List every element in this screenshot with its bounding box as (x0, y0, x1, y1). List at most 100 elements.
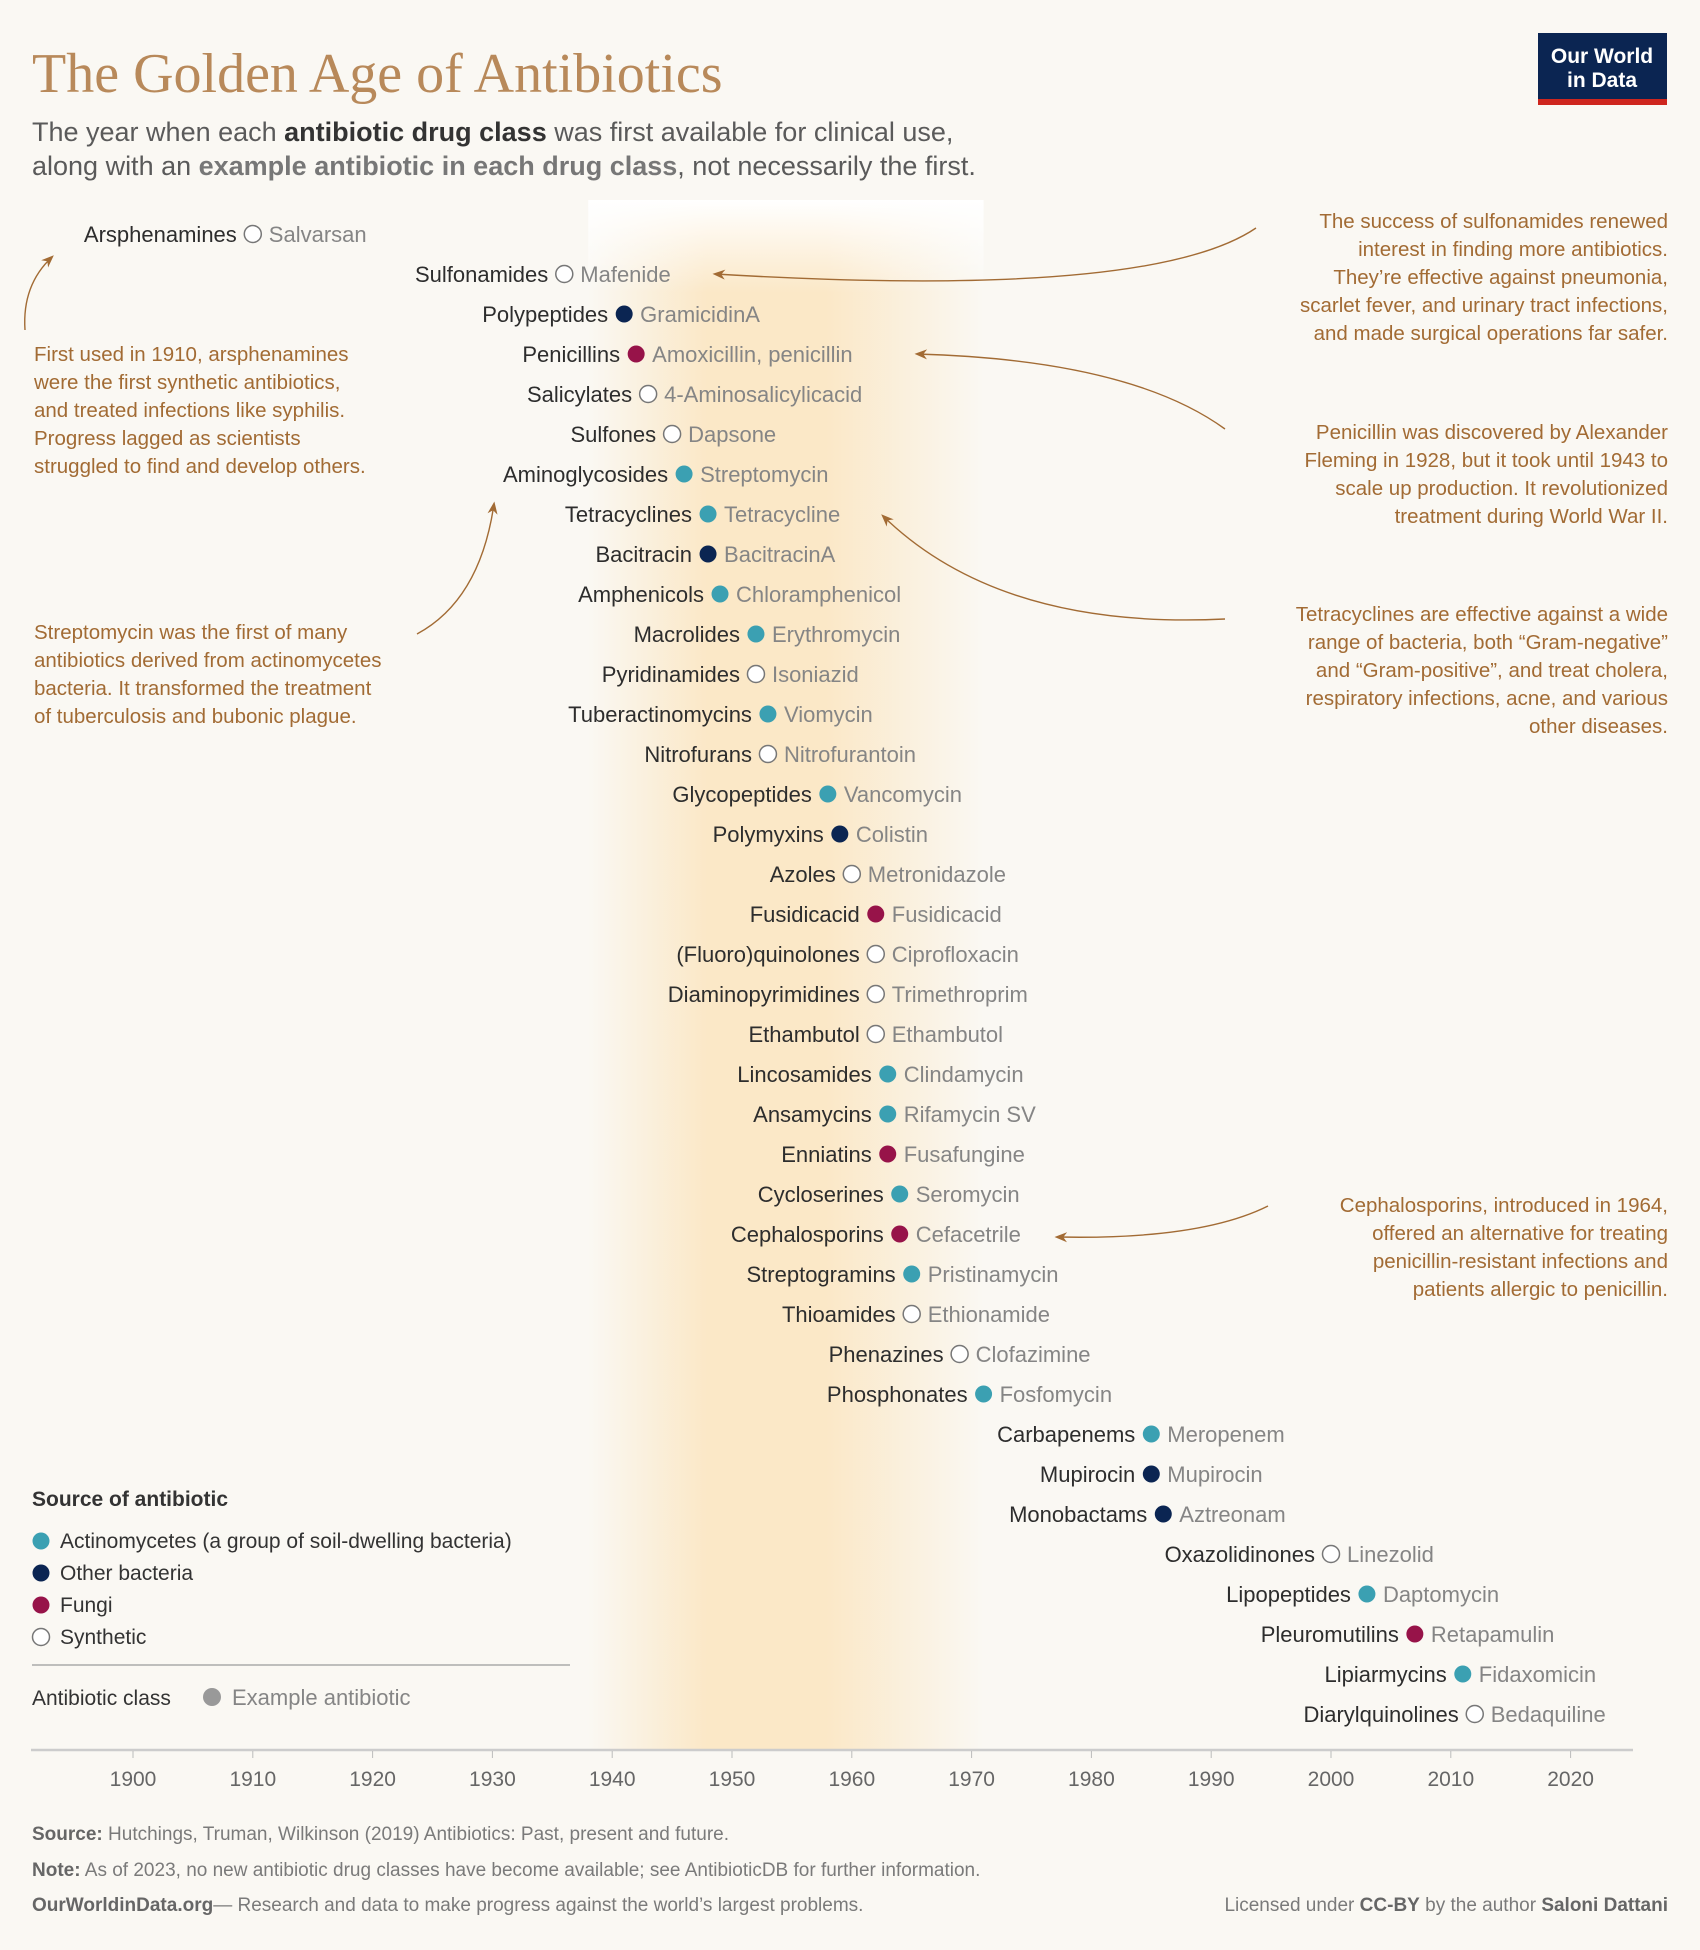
class-label: Pleuromutilins (1261, 1622, 1399, 1647)
class-label: Phosphonates (827, 1382, 968, 1407)
class-label: Polypeptides (482, 302, 608, 327)
data-point-row: Thioamides Ethionamide (782, 1302, 1050, 1327)
data-point-row: Fusidicacid Fusidicacid (750, 902, 1002, 927)
legend-label: Actinomycetes (a group of soil-dwelling … (60, 1530, 512, 1553)
legend-key-example: Example antibiotic (232, 1685, 411, 1710)
annotation-arrow (712, 227, 1257, 282)
example-label: Ciprofloxacin (892, 942, 1019, 967)
data-point-dot (746, 664, 766, 684)
example-label: Mafenide (580, 262, 671, 287)
annotation-text-line: of tuberculosis and bubonic plague. (34, 705, 357, 728)
annotation-text-line: bacteria. It transformed the treatment (34, 677, 372, 700)
class-label: Diaminopyrimidines (668, 982, 860, 1007)
data-point-dot (699, 505, 717, 523)
legend-item-fungi: Fungi (32, 1594, 113, 1617)
data-point-dot (866, 984, 886, 1004)
annotation-text-line: First used in 1910, arsphenamines (34, 343, 349, 366)
data-point-row: Sulfones Dapsone (570, 422, 776, 447)
class-label: Pyridinamides (602, 662, 740, 687)
annotation-arrow (1054, 1205, 1269, 1243)
data-point-dot (975, 1385, 993, 1403)
annotation-text-line: were the first synthetic antibiotics, (33, 371, 341, 394)
class-label: Mupirocin (1040, 1462, 1135, 1487)
annotation-text-line: range of bacteria, both “Gram-negative” (1308, 631, 1668, 654)
annotation-text-line: and made surgical operations far safer. (1314, 322, 1668, 345)
data-point-row: Lipiarmycins Fidaxomicin (1325, 1662, 1597, 1687)
example-label: Viomycin (784, 702, 873, 727)
data-point-dot (759, 705, 777, 723)
example-label: Trimethroprim (892, 982, 1028, 1007)
example-label: Clindamycin (904, 1062, 1024, 1087)
data-point-dot (879, 1105, 897, 1123)
annotation-tetracyclines: Tetracyclines are effective against a wi… (881, 514, 1668, 738)
data-point-dot (615, 305, 633, 323)
class-label: Fusidicacid (750, 902, 860, 927)
example-label: Ethambutol (892, 1022, 1003, 1047)
annotation-cephalosporins: Cephalosporins, introduced in 1964, offer… (1054, 1194, 1668, 1301)
class-label: Arsphenamines (84, 222, 237, 247)
x-tick-label: 2000 (1308, 1768, 1355, 1791)
data-point-row: Bacitracin BacitracinA (595, 542, 835, 567)
data-point-row: Monobactams Aztreonam (1009, 1502, 1286, 1527)
x-tick-label: 1990 (1188, 1768, 1235, 1791)
class-label: Ansamycins (753, 1102, 872, 1127)
example-label: Tetracycline (724, 502, 840, 527)
x-tick-label: 1940 (589, 1768, 636, 1791)
data-point-row: Streptogramins Pristinamycin (747, 1262, 1059, 1287)
class-label: Amphenicols (578, 582, 704, 607)
data-point-row: Nitrofurans Nitrofurantoin (644, 742, 916, 767)
data-point-row: Phosphonates Fosfomycin (827, 1382, 1112, 1407)
class-label: Tuberactinomycins (568, 702, 752, 727)
class-label: Thioamides (782, 1302, 896, 1327)
example-label: Vancomycin (844, 782, 962, 807)
data-point-dot (243, 224, 263, 244)
data-point-dot (758, 744, 778, 764)
data-point-dot (902, 1304, 921, 1324)
footer-note: Note: As of 2023, no new antibiotic drug… (32, 1860, 980, 1881)
example-label: BacitracinA (724, 542, 836, 567)
data-point-dot (866, 944, 886, 964)
annotation-text-line: The success of sulfonamides renewed (1319, 210, 1668, 233)
data-point-row: Enniatins Fusafungine (781, 1142, 1025, 1167)
example-label: Retapamulin (1431, 1622, 1555, 1647)
example-label: GramicidinA (640, 302, 760, 327)
legend-key-class: Antibiotic class (32, 1687, 171, 1710)
example-label: Meropenem (1167, 1422, 1284, 1447)
annotation-penicillins: Penicillin was discovered by Alexander Fl… (914, 349, 1668, 528)
data-point-dot (1406, 1625, 1424, 1643)
annotation-text-line: and treated infections like syphilis. (34, 399, 345, 422)
annotation-text-line: respiratory infections, acne, and variou… (1306, 687, 1668, 710)
data-point-row: Penicillins Amoxicillin, penicillin (522, 342, 852, 367)
annotation-arrow (24, 255, 54, 331)
example-label: Streptomycin (700, 462, 828, 487)
data-point-dot (903, 1265, 921, 1283)
example-label: Mupirocin (1167, 1462, 1262, 1487)
owid-logo[interactable]: Our World in Data (1538, 33, 1667, 105)
data-point-row: Cephalosporins Cefacetrile (731, 1222, 1021, 1247)
data-point-row: Diaminopyrimidines Trimethroprim (668, 982, 1028, 1007)
example-label: Amoxicillin, penicillin (652, 342, 853, 367)
data-point-row: Arsphenamines Salvarsan (84, 222, 367, 247)
data-point-dot (819, 785, 837, 803)
example-label: Colistin (856, 822, 928, 847)
data-point-row: Aminoglycosides Streptomycin (503, 462, 828, 487)
data-point-row: Macrolides Erythromycin (634, 622, 901, 647)
data-point-dot (627, 345, 645, 363)
example-label: Erythromycin (772, 622, 900, 647)
legend-item-actinomycetes: Actinomycetes (a group of soil-dwelling … (32, 1530, 512, 1553)
data-point-dot (1154, 1505, 1172, 1523)
example-label: Salvarsan (269, 222, 367, 247)
example-label: Fosfomycin (1000, 1382, 1112, 1407)
data-point-row: Phenazines Clofazimine (829, 1342, 1091, 1367)
data-point-row: Lincosamides Clindamycin (737, 1062, 1023, 1087)
example-label: Fusafungine (904, 1142, 1025, 1167)
annotation-text-line: treatment during World War II. (1395, 505, 1668, 528)
example-label: Fusidicacid (892, 902, 1002, 927)
class-label: Carbapenems (997, 1422, 1135, 1447)
example-label: Chloramphenicol (736, 582, 901, 607)
data-point-row: Ethambutol Ethambutol (748, 1022, 1003, 1047)
annotation-text-line: Penicillin was discovered by Alexander (1316, 421, 1668, 444)
class-label: Phenazines (829, 1342, 944, 1367)
data-point-row: Amphenicols Chloramphenicol (578, 582, 901, 607)
